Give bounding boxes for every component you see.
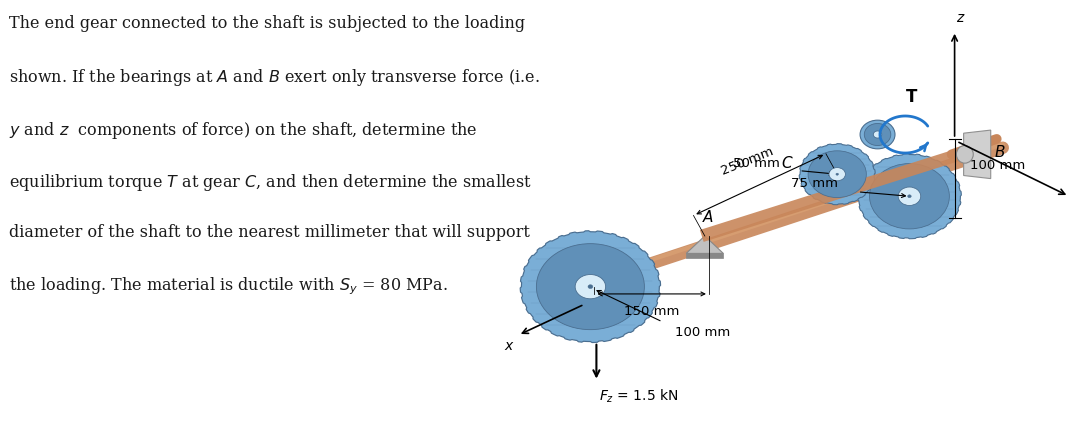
Text: x: x — [504, 339, 512, 353]
Text: 50 mm: 50 mm — [733, 157, 780, 170]
Ellipse shape — [907, 195, 912, 198]
Text: 150 mm: 150 mm — [624, 305, 679, 318]
Text: z: z — [957, 11, 963, 25]
Ellipse shape — [864, 123, 891, 146]
Text: T: T — [905, 88, 917, 106]
Polygon shape — [858, 154, 961, 239]
Polygon shape — [799, 144, 875, 205]
Polygon shape — [686, 254, 723, 258]
Text: A: A — [703, 210, 713, 225]
Text: 100 mm: 100 mm — [970, 159, 1024, 172]
Ellipse shape — [536, 243, 644, 330]
Ellipse shape — [957, 146, 973, 163]
Ellipse shape — [870, 164, 949, 229]
Text: 250 mm: 250 mm — [719, 145, 776, 178]
Text: the loading. The material is ductile with $S_y$ = 80 MPa.: the loading. The material is ductile wit… — [10, 276, 448, 297]
Text: $\mathit{y}$ and $\mathit{z}$  components of force) on the shaft, determine the: $\mathit{y}$ and $\mathit{z}$ components… — [10, 120, 477, 141]
Polygon shape — [963, 130, 991, 179]
Text: C: C — [782, 156, 792, 171]
Text: equilibrium torque $\mathit{T}$ at gear $\mathit{C}$, and then determine the sma: equilibrium torque $\mathit{T}$ at gear … — [10, 172, 532, 193]
Text: The end gear connected to the shaft is subjected to the loading: The end gear connected to the shaft is s… — [10, 15, 526, 33]
Ellipse shape — [899, 187, 920, 206]
Ellipse shape — [575, 274, 605, 299]
Text: $F_z$ = 1.5 kN: $F_z$ = 1.5 kN — [600, 388, 678, 405]
Ellipse shape — [808, 151, 866, 198]
Polygon shape — [686, 236, 723, 254]
Ellipse shape — [873, 131, 882, 138]
Ellipse shape — [860, 120, 895, 149]
Polygon shape — [520, 231, 660, 343]
Text: shown. If the bearings at $\mathit{A}$ and $\mathit{B}$ exert only transverse fo: shown. If the bearings at $\mathit{A}$ a… — [10, 67, 540, 89]
Text: 100 mm: 100 mm — [675, 326, 730, 339]
Text: 75 mm: 75 mm — [791, 176, 838, 190]
Ellipse shape — [829, 168, 845, 181]
Text: B: B — [995, 145, 1005, 160]
Ellipse shape — [588, 285, 592, 288]
Ellipse shape — [836, 173, 838, 175]
Text: diameter of the shaft to the nearest millimeter that will support: diameter of the shaft to the nearest mil… — [10, 224, 530, 241]
